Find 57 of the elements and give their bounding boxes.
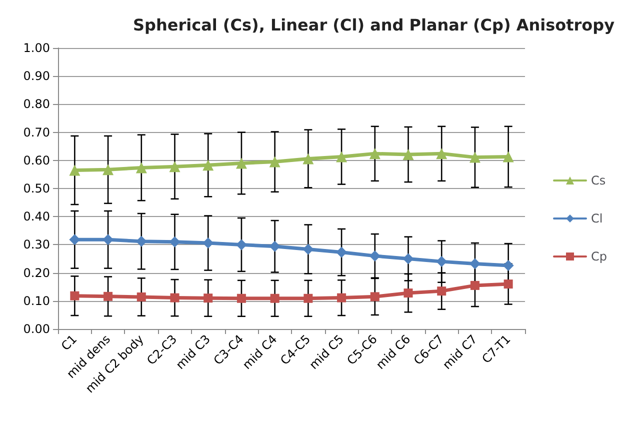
y-tick-label: 0.30 bbox=[23, 238, 50, 252]
point bbox=[304, 294, 313, 303]
point bbox=[236, 239, 247, 250]
chart-title: Spherical (Cs), Linear (Cl) and Planar (Cp) Anisotropy bbox=[133, 16, 616, 34]
point bbox=[170, 293, 180, 302]
point bbox=[436, 148, 448, 160]
point bbox=[136, 162, 147, 174]
point bbox=[104, 292, 113, 301]
y-tick-label: 0.40 bbox=[23, 210, 50, 224]
point bbox=[269, 240, 280, 252]
y-tick-label: 0.70 bbox=[23, 125, 50, 140]
point bbox=[504, 280, 513, 289]
y-tick-label: 0.20 bbox=[23, 266, 50, 280]
point bbox=[502, 151, 514, 162]
point bbox=[302, 153, 314, 164]
point bbox=[204, 294, 213, 303]
point bbox=[437, 286, 446, 296]
point bbox=[136, 292, 146, 302]
x-tick-label: C1 bbox=[58, 332, 80, 354]
point bbox=[404, 288, 413, 298]
point bbox=[169, 161, 180, 172]
point bbox=[202, 160, 214, 171]
y-tick-label: 0.90 bbox=[23, 69, 50, 84]
point bbox=[436, 256, 448, 268]
point bbox=[470, 280, 480, 290]
point bbox=[369, 250, 380, 262]
point bbox=[269, 156, 280, 168]
y-tick-label: 0.60 bbox=[23, 153, 50, 168]
point bbox=[102, 234, 114, 246]
point bbox=[69, 234, 80, 246]
y-tick-label: 0.80 bbox=[23, 97, 50, 112]
y-tick-label: 0.50 bbox=[23, 182, 50, 196]
legend-label: Cp bbox=[591, 250, 608, 264]
point bbox=[302, 244, 314, 255]
point bbox=[236, 294, 246, 303]
legend-label: Cl bbox=[591, 212, 603, 226]
point bbox=[337, 293, 346, 302]
point bbox=[469, 258, 480, 270]
y-tick-label: 0.10 bbox=[23, 294, 50, 308]
point bbox=[136, 236, 147, 247]
point bbox=[369, 148, 380, 160]
legend-label: Cs bbox=[591, 174, 606, 188]
point bbox=[270, 294, 280, 303]
point bbox=[402, 149, 414, 160]
point bbox=[336, 246, 348, 258]
point bbox=[402, 253, 414, 264]
point bbox=[502, 260, 514, 271]
y-tick-label: 0.00 bbox=[23, 322, 50, 336]
point bbox=[70, 291, 80, 300]
point bbox=[102, 164, 114, 176]
point bbox=[236, 158, 247, 169]
point bbox=[169, 236, 180, 248]
point bbox=[370, 292, 380, 302]
point bbox=[336, 151, 348, 162]
point bbox=[469, 152, 480, 163]
point bbox=[69, 164, 80, 176]
y-tick-label: 1.00 bbox=[23, 41, 50, 55]
